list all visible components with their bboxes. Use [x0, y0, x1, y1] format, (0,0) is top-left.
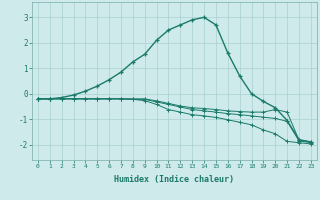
X-axis label: Humidex (Indice chaleur): Humidex (Indice chaleur) — [115, 175, 234, 184]
